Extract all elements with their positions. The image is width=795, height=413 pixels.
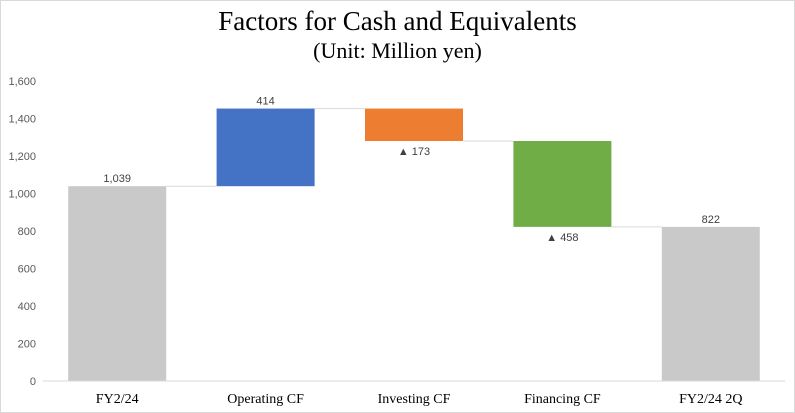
y-tick-label: 1,000: [8, 189, 36, 201]
x-tick-label: Financing CF: [524, 392, 601, 407]
connector-lines: [166, 108, 662, 228]
x-tick-label: FY2/24: [96, 392, 139, 407]
chart-title: Factors for Cash and Equivalents: [218, 6, 577, 36]
bar-fy2-24: [68, 186, 167, 381]
x-tick-label: Investing CF: [378, 392, 451, 407]
bar-fy2-24-2q: [661, 226, 760, 381]
x-axis: FY2/24 Operating CF Investing CF Financing …: [43, 380, 785, 407]
data-label: ▲ 173: [398, 146, 430, 158]
y-axis: 0 200 400 600 800 1,000 1,200 1,400 1,600: [8, 76, 36, 388]
data-labels: 1,039 414 ▲ 173 ▲ 458 822: [103, 96, 720, 244]
y-tick-label: 800: [18, 226, 36, 238]
data-label: 414: [256, 96, 274, 108]
y-tick-label: 1,600: [8, 76, 36, 88]
x-tick-label: Operating CF: [227, 392, 304, 407]
y-tick-label: 1,200: [8, 151, 36, 163]
y-tick-label: 400: [18, 301, 36, 313]
data-label: 822: [702, 214, 720, 226]
bar-investing-cf: [365, 108, 463, 141]
bar-financing-cf: [513, 141, 612, 227]
y-tick-label: 1,400: [8, 114, 36, 126]
x-tick-label: FY2/24 2Q: [679, 392, 742, 407]
data-label: 1,039: [103, 173, 131, 185]
y-tick-label: 0: [30, 376, 36, 388]
y-tick-label: 600: [18, 264, 36, 276]
y-tick-label: 200: [18, 339, 36, 351]
chart-subtitle: (Unit: Million yen): [313, 38, 482, 63]
bar-operating-cf: [216, 108, 315, 187]
bars: [68, 108, 760, 381]
data-label: ▲ 458: [546, 232, 578, 244]
